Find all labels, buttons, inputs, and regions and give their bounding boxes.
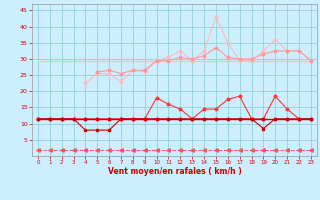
X-axis label: Vent moyen/en rafales ( km/h ): Vent moyen/en rafales ( km/h )	[108, 167, 241, 176]
